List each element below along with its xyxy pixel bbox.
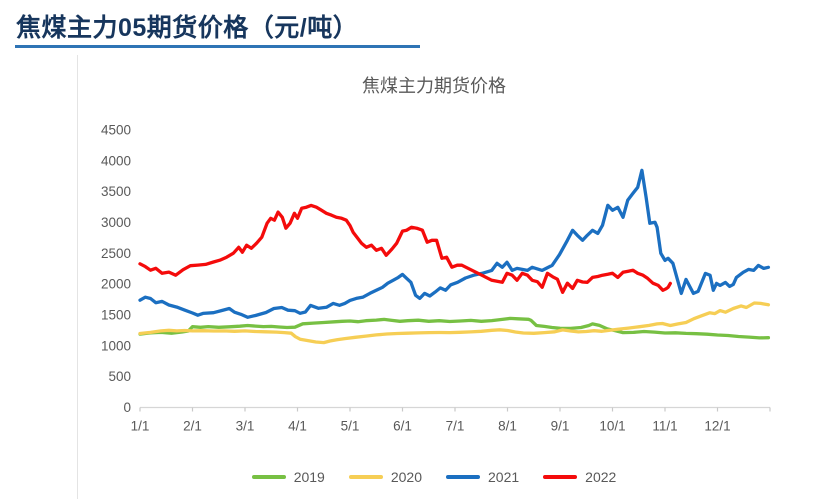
- legend-swatch-2020: [348, 475, 383, 479]
- x-tick-label: 8/1: [498, 419, 517, 434]
- y-tick-label: 500: [108, 369, 131, 384]
- y-tick-label: 3000: [101, 215, 131, 230]
- y-tick-label: 1500: [101, 308, 131, 323]
- legend: 2019 2020 2021 2022: [78, 469, 790, 485]
- x-tick-label: 12/1: [704, 419, 730, 434]
- legend-item-2019: 2019: [251, 469, 325, 485]
- x-tick-label: 2/1: [183, 419, 202, 434]
- legend-swatch-2019: [251, 475, 286, 479]
- legend-item-2020: 2020: [348, 469, 422, 485]
- legend-item-2021: 2021: [446, 469, 519, 485]
- y-tick-label: 0: [123, 400, 131, 415]
- page-title: 焦煤主力05期货价格（元/吨）: [16, 14, 359, 42]
- x-tick-label: 3/1: [236, 419, 255, 434]
- x-tick-label: 10/1: [599, 419, 625, 434]
- series-line-2021: [138, 168, 771, 319]
- legend-label-2020: 2020: [390, 469, 422, 485]
- x-tick-label: 6/1: [393, 419, 412, 434]
- legend-item-2022: 2022: [543, 469, 616, 485]
- series-line-2022: [138, 203, 672, 294]
- series-line-2019: [138, 316, 771, 340]
- title-underline: [15, 45, 420, 48]
- x-tick-label: 7/1: [446, 419, 465, 434]
- x-tick-label: 9/1: [551, 419, 570, 434]
- legend-swatch-2021: [446, 475, 480, 479]
- y-tick-label: 4000: [101, 153, 131, 168]
- legend-label-2019: 2019: [293, 469, 325, 485]
- y-tick-label: 3500: [101, 184, 131, 199]
- legend-swatch-2022: [543, 475, 578, 479]
- y-tick-label: 2500: [101, 246, 131, 261]
- legend-label-2021: 2021: [488, 469, 520, 485]
- y-tick-label: 4500: [101, 123, 131, 138]
- x-tick-label: 4/1: [288, 419, 307, 434]
- legend-label-2022: 2022: [585, 469, 617, 485]
- x-tick-label: 1/1: [131, 419, 150, 434]
- cell-border-line: [77, 55, 78, 499]
- x-tick-label: 11/1: [652, 419, 677, 434]
- chart-title: 焦煤主力期货价格: [362, 76, 506, 96]
- y-tick-label: 2000: [101, 277, 131, 292]
- series-line-2020: [138, 301, 771, 345]
- y-tick-label: 1000: [101, 338, 131, 353]
- x-tick-label: 5/1: [341, 419, 360, 434]
